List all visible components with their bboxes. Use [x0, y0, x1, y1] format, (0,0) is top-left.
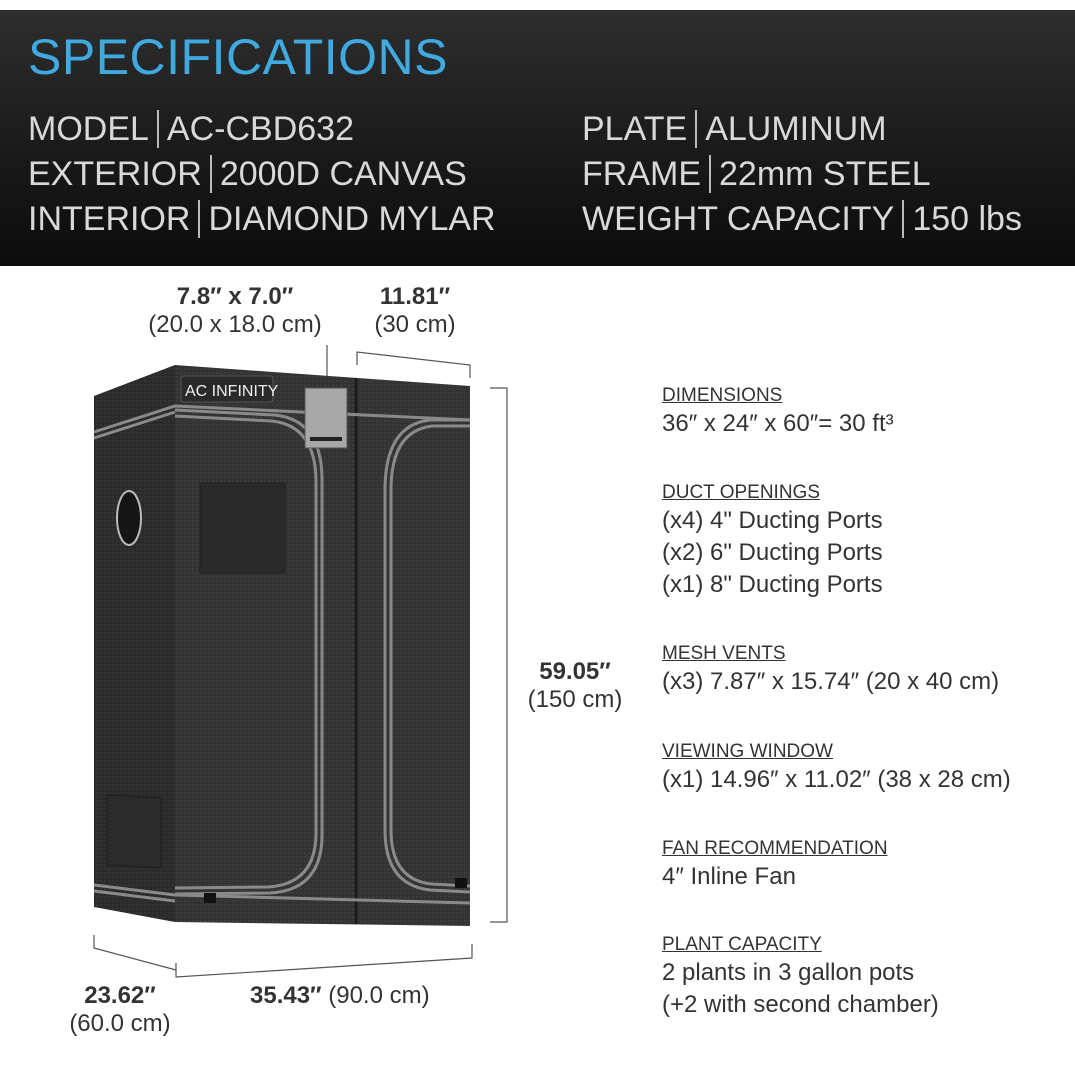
- spec-plate: PLATE ALUMINUM: [582, 110, 887, 148]
- brand-logo: AC INFINITY: [185, 383, 279, 400]
- specs-header: SPECIFICATIONS MODEL AC-CBD632 EXTERIOR 20…: [0, 10, 1075, 266]
- spec-model: MODEL AC-CBD632: [28, 110, 354, 148]
- tent-side: [94, 365, 175, 922]
- chamber-dimension: 11.81″ (30 cm): [374, 283, 456, 338]
- detail-plant-capacity: PLANT CAPACITY 2 plants in 3 gallon pots(…: [662, 934, 939, 1018]
- detail-viewing-window: VIEWING WINDOW (x1) 14.96″ x 11.02″ (38 x…: [662, 741, 1011, 793]
- spec-frame: FRAME 22mm STEEL: [582, 155, 931, 193]
- spec-interior: INTERIOR DIAMOND MYLAR: [28, 200, 496, 238]
- door-zipper-right: [383, 418, 471, 894]
- detail-duct-openings: DUCT OPENINGS (x4) 4" Ducting Ports (x2) 6…: [662, 482, 883, 598]
- spec-weight-capacity: WEIGHT CAPACITY 150 lbs: [582, 200, 1022, 238]
- width-dimension: 35.43″ (90.0 cm): [250, 982, 430, 1009]
- viewing-window: [199, 482, 286, 574]
- mesh-vent: [106, 794, 162, 869]
- page-title: SPECIFICATIONS: [28, 29, 449, 85]
- depth-dimension: 23.62″ (60.0 cm): [69, 982, 171, 1037]
- plate-dimension: 7.8″ x 7.0″ (20.0 x 18.0 cm): [148, 283, 322, 338]
- detail-fan-recommendation: FAN RECOMMENDATION 4″ Inline Fan: [662, 838, 888, 890]
- detail-mesh-vents: MESH VENTS (x3) 7.87″ x 15.74″ (20 x 40 c…: [662, 643, 1000, 695]
- door-zipper-left: [174, 408, 324, 896]
- height-dimension: 59.05″ (150 cm): [527, 658, 623, 713]
- spec-exterior: EXTERIOR 2000D CANVAS: [28, 155, 467, 193]
- duct-port: [116, 490, 142, 546]
- detail-dimensions: DIMENSIONS 36″ x 24″ x 60″= 30 ft³: [662, 385, 894, 437]
